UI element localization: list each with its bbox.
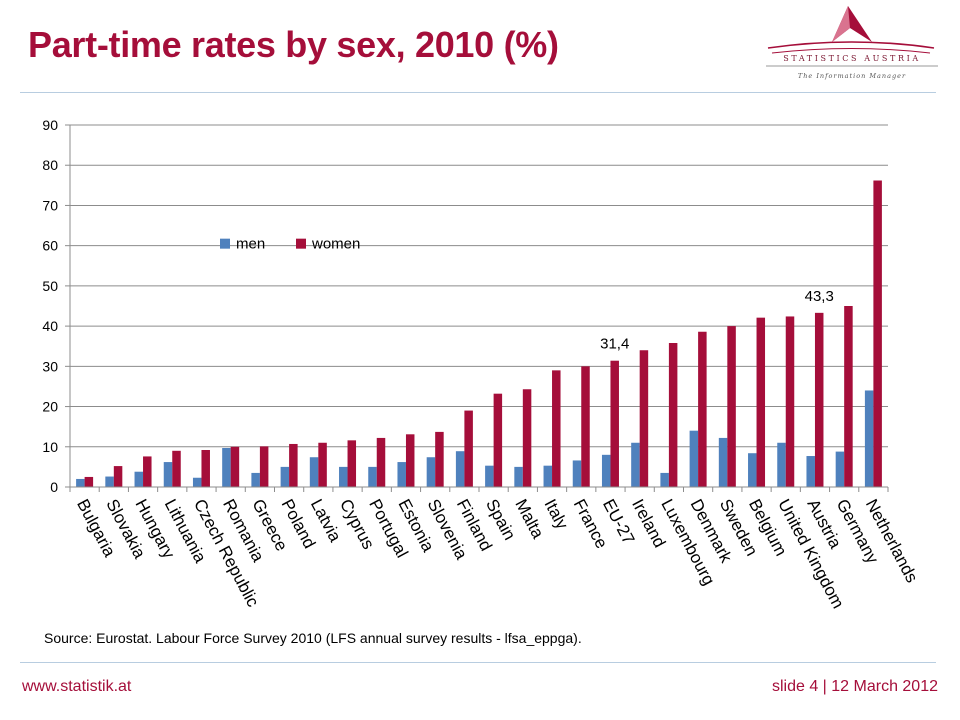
bar-women-estonia xyxy=(405,434,415,487)
footer-divider xyxy=(20,662,936,663)
bar-women-austria xyxy=(814,312,824,487)
bar-men-luxembourg xyxy=(660,472,669,487)
triangle-logo-icon xyxy=(766,6,938,67)
bar-women-luxembourg xyxy=(668,343,678,487)
bars-layer xyxy=(76,180,882,488)
bar-men-denmark xyxy=(689,430,699,487)
bar-men-poland xyxy=(280,466,290,487)
bar-men-estonia xyxy=(397,462,406,487)
bar-women-united-kingdom xyxy=(785,316,795,487)
footer-slide-info: slide 4 | 12 March 2012 xyxy=(771,678,938,695)
bar-women-malta xyxy=(522,389,532,487)
bar-men-austria xyxy=(806,456,815,487)
logo-name: STATISTICS AUSTRIA xyxy=(783,54,921,63)
y-tick-label: 0 xyxy=(50,479,58,495)
bar-women-ireland xyxy=(639,350,649,487)
footer-website-link[interactable]: www.statistik.at xyxy=(22,678,132,695)
bar-women-italy xyxy=(552,370,561,487)
bar-men-cyprus xyxy=(339,466,348,487)
y-tick-label: 70 xyxy=(42,197,58,213)
bar-men-belgium xyxy=(748,453,757,487)
header-divider xyxy=(20,92,936,93)
page-title: Part-time rates by sex, 2010 (%) xyxy=(28,24,559,65)
bar-women-hungary xyxy=(143,456,152,487)
bar-women-spain xyxy=(493,393,503,487)
source-note: Source: Eurostat. Labour Force Survey 20… xyxy=(44,630,582,646)
bar-men-slovakia xyxy=(105,476,114,487)
bar-men-united-kingdom xyxy=(777,442,786,487)
bar-men-eu-27 xyxy=(601,454,611,487)
grid-layer xyxy=(70,124,888,488)
data-label: 31,4 xyxy=(600,336,629,353)
y-tick-label: 30 xyxy=(42,358,58,374)
bar-men-germany xyxy=(835,451,845,487)
statistics-austria-logo: STATISTICS AUSTRIA The Information Manag… xyxy=(762,2,942,86)
bar-women-lithuania xyxy=(172,450,181,487)
legend-swatch-women xyxy=(296,238,306,249)
axis-layer: 0 10 20 30 40 50 60 70 80 90 xyxy=(42,117,889,495)
y-tick-label: 40 xyxy=(42,318,58,334)
y-tick-label: 90 xyxy=(42,117,58,133)
bar-men-finland xyxy=(455,451,465,487)
bar-men-hungary xyxy=(134,471,144,487)
y-tick-label: 80 xyxy=(42,157,58,173)
bar-men-czech-republic xyxy=(192,477,202,487)
bar-men-france xyxy=(572,460,582,487)
legend: men women xyxy=(220,236,360,253)
bar-women-greece xyxy=(259,446,269,487)
bar-women-latvia xyxy=(318,442,327,487)
bar-women-belgium xyxy=(756,317,766,487)
bar-men-bulgaria xyxy=(76,478,85,487)
bar-women-czech-republic xyxy=(201,449,210,487)
bar-women-sweden xyxy=(727,326,736,487)
bar-men-sweden xyxy=(718,437,728,487)
bar-women-poland xyxy=(289,443,298,487)
bar-women-germany xyxy=(844,306,853,487)
bar-men-portugal xyxy=(368,466,377,487)
legend-label-women: women xyxy=(311,236,360,253)
bar-women-france xyxy=(581,366,590,487)
bar-women-romania xyxy=(230,446,240,487)
y-tick-label: 10 xyxy=(42,439,58,455)
bar-women-bulgaria xyxy=(84,476,94,487)
bar-men-spain xyxy=(485,465,494,487)
bar-women-finland xyxy=(464,410,473,487)
bar-women-portugal xyxy=(376,437,386,487)
bar-men-netherlands xyxy=(864,390,874,487)
bar-women-slovenia xyxy=(435,431,444,487)
logo-tagline: The Information Manager xyxy=(797,72,907,80)
bar-men-romania xyxy=(222,447,231,487)
y-tick-label: 20 xyxy=(42,399,58,415)
bar-men-italy xyxy=(543,465,553,487)
y-tick-label: 50 xyxy=(42,278,58,294)
y-tick-label: 60 xyxy=(42,238,58,254)
bar-women-netherlands xyxy=(873,180,882,488)
bar-women-eu-27 xyxy=(610,360,619,487)
data-label: 43,3 xyxy=(805,288,834,305)
bar-men-lithuania xyxy=(163,462,173,487)
bar-men-malta xyxy=(514,466,523,487)
bar-men-latvia xyxy=(309,457,319,487)
bar-men-slovenia xyxy=(426,457,436,487)
legend-swatch-men xyxy=(220,238,230,249)
bar-women-cyprus xyxy=(347,440,357,487)
legend-label-men: men xyxy=(236,236,265,253)
bar-women-slovakia xyxy=(113,466,123,487)
bar-men-greece xyxy=(251,472,260,487)
bar-women-denmark xyxy=(698,331,707,487)
bar-men-ireland xyxy=(631,442,640,487)
